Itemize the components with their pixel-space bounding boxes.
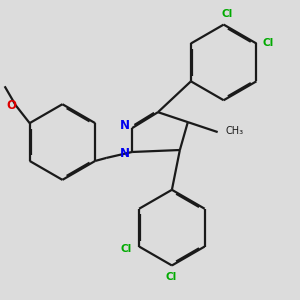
- Text: O: O: [7, 99, 16, 112]
- Text: Cl: Cl: [165, 272, 176, 282]
- Text: N: N: [120, 148, 130, 160]
- Text: Cl: Cl: [121, 244, 132, 254]
- Text: Cl: Cl: [262, 38, 274, 47]
- Text: CH₃: CH₃: [226, 126, 244, 136]
- Text: N: N: [120, 118, 130, 132]
- Text: Cl: Cl: [221, 9, 232, 19]
